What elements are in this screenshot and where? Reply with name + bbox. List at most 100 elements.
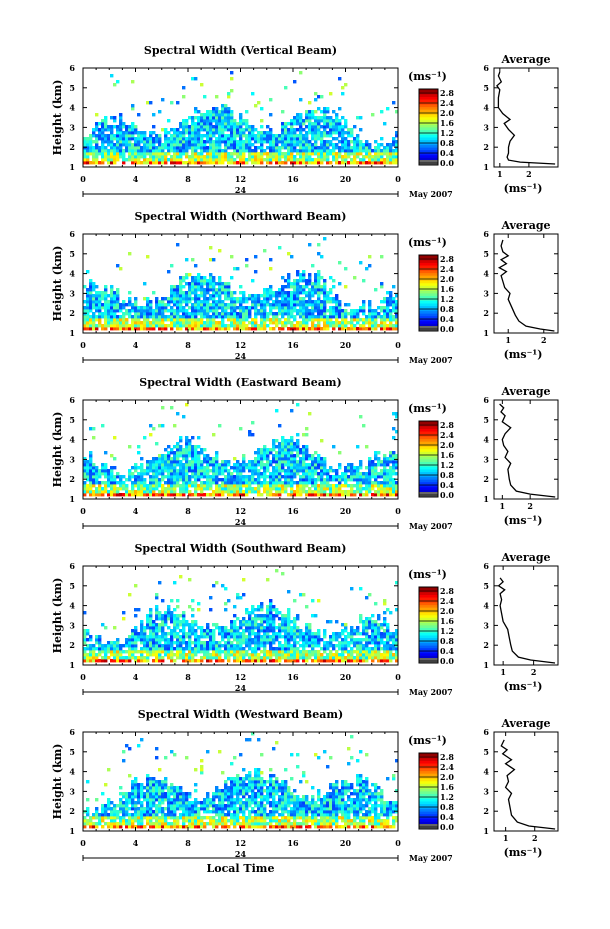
heatmap-cell [188, 116, 192, 120]
heatmap-cell [194, 321, 198, 325]
heatmap-cell [209, 125, 213, 129]
heatmap-cell [197, 650, 201, 654]
heatmap-cell [314, 131, 318, 135]
heatmap-cell [167, 140, 171, 144]
heatmap-cell [128, 134, 132, 138]
heatmap-cell [215, 626, 219, 630]
heatmap-cell [257, 327, 261, 331]
colorbar-segment [419, 471, 438, 475]
heatmap-cell [275, 321, 279, 325]
heatmap-cell [338, 149, 342, 153]
heatmap-cell [188, 466, 192, 470]
heatmap-cell [197, 128, 201, 132]
heatmap-cell [347, 303, 351, 307]
heatmap-cell [320, 306, 324, 310]
heatmap-cell [257, 324, 261, 328]
heatmap-cell [272, 469, 276, 473]
heatmap-cell [236, 487, 240, 491]
heatmap-cell [107, 315, 111, 319]
heatmap-cell [152, 620, 156, 624]
heatmap-cell [206, 146, 210, 150]
heatmap-cell [137, 312, 141, 316]
heatmap-cell [236, 466, 240, 470]
heatmap-cell [236, 650, 240, 654]
heatmap-cell [191, 276, 195, 280]
heatmap-cell [86, 149, 90, 153]
heatmap-cell [254, 303, 258, 307]
heatmap-cell [356, 321, 360, 325]
heatmap-cell [101, 490, 105, 494]
heatmap-cell [128, 146, 132, 150]
heatmap-cell [269, 155, 273, 159]
heatmap-cell [224, 632, 228, 636]
heatmap-cell [236, 475, 240, 479]
heatmap-cell [311, 484, 315, 488]
heatmap-cell [248, 460, 252, 464]
heatmap-cell [95, 635, 99, 639]
heatmap-cell [320, 487, 324, 491]
heatmap-cell [125, 318, 129, 322]
heatmap-cell [287, 152, 291, 156]
heatmap-cell [170, 460, 174, 464]
heatmap-cell [119, 140, 123, 144]
heatmap-cell [104, 309, 108, 313]
heatmap-cell [281, 466, 285, 470]
heatmap-cell [263, 466, 267, 470]
heatmap-cell [131, 638, 135, 642]
heatmap-cell [143, 647, 147, 651]
heatmap-cell [224, 324, 228, 328]
heatmap-cell [170, 478, 174, 482]
heatmap-cell [368, 487, 372, 491]
heatmap-cell [350, 146, 354, 150]
heatmap-cell [350, 309, 354, 313]
heatmap-cell [323, 490, 327, 494]
heatmap-cell [245, 324, 249, 328]
heatmap-cell [107, 140, 111, 144]
heatmap-cell [116, 140, 120, 144]
heatmap-cell [323, 327, 327, 331]
x-tick-label: 8 [185, 340, 191, 350]
heatmap-cell [116, 481, 120, 485]
heatmap-cell [347, 484, 351, 488]
heatmap-cell [104, 285, 108, 289]
heatmap-cell [308, 279, 312, 283]
heatmap-cell [269, 309, 273, 313]
heatmap-cell [260, 321, 264, 325]
heatmap-cell [197, 475, 201, 479]
heatmap-cell [212, 656, 216, 660]
heatmap-cell [386, 315, 390, 319]
heatmap-cell [329, 469, 333, 473]
heatmap-cell [257, 131, 261, 135]
heatmap-cell [173, 315, 177, 319]
heatmap-cell [317, 161, 321, 165]
heatmap-cell [197, 152, 201, 156]
heatmap-cell [230, 291, 234, 295]
heatmap-cell [302, 475, 306, 479]
heatmap-cell [305, 312, 309, 316]
heatmap-cell [233, 321, 237, 325]
heatmap-cell [110, 143, 114, 147]
heatmap-cell [167, 641, 171, 645]
heatmap-cell [152, 143, 156, 147]
heatmap-cell [317, 300, 321, 304]
heatmap-cell [230, 324, 234, 328]
heatmap-cell [140, 134, 144, 138]
heatmap-cell [224, 122, 228, 126]
heatmap-cell [149, 101, 153, 105]
heatmap-cell [317, 282, 321, 286]
heatmap-cell [233, 303, 237, 307]
heatmap-cell [323, 155, 327, 159]
panel-2: Spectral Width (Northward Beam)Height (k… [51, 210, 559, 365]
heatmap-cell [392, 161, 396, 165]
heatmap-cell [392, 412, 396, 416]
heatmap-cell [143, 321, 147, 325]
heatmap-cell [95, 306, 99, 310]
heatmap-cell [113, 493, 117, 497]
heatmap-cell [188, 451, 192, 455]
heatmap-cell [350, 321, 354, 325]
heatmap-cell [248, 626, 252, 630]
heatmap-cell [392, 493, 396, 497]
heatmap-cell [167, 454, 171, 458]
heatmap-cell [302, 143, 306, 147]
heatmap-cell [296, 460, 300, 464]
